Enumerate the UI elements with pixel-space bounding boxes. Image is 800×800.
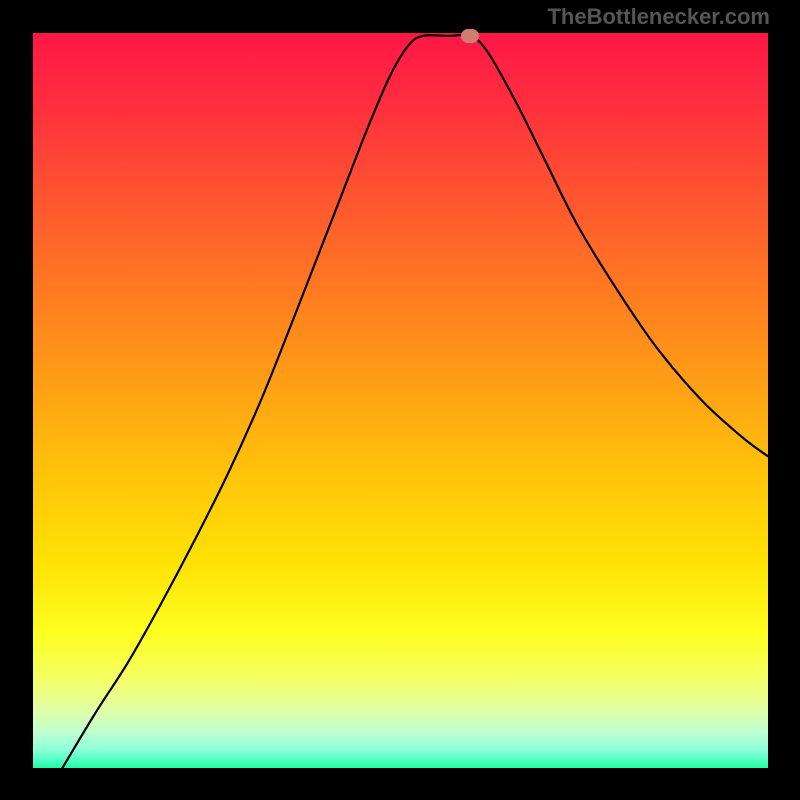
chart-frame: TheBottlenecker.com [0, 0, 800, 800]
bottleneck-curve [33, 33, 768, 768]
optimal-point-marker [461, 29, 479, 43]
watermark-text: TheBottlenecker.com [547, 4, 770, 30]
plot-area [33, 33, 768, 768]
